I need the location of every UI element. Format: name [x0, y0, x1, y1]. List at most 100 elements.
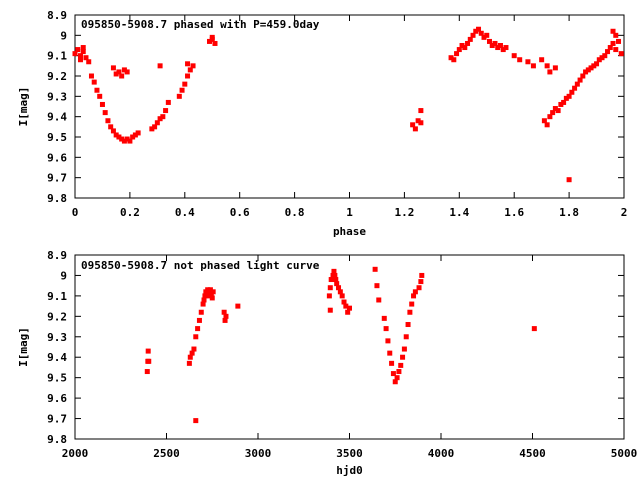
phased-data-point [544, 63, 550, 69]
phased-data-point [410, 122, 416, 128]
unphased-data-point [146, 358, 152, 364]
phased-data-point [489, 43, 495, 48]
phased-data-point [182, 81, 188, 87]
unphased-y-tick-label: 9.2 [47, 310, 67, 323]
phased-data-point [75, 47, 81, 53]
unphased-data-point [235, 303, 241, 309]
unphased-x-ticks: 2000 2500 3000 3500 4000 4500 5000 [62, 255, 637, 460]
unphased-y-tick-label: 9.6 [47, 392, 67, 405]
phased-data-point [113, 132, 119, 138]
unphased-data-point [412, 289, 418, 295]
phased-data-point [497, 43, 503, 48]
phased-data-point [415, 118, 421, 124]
unphased-data-point [209, 295, 215, 301]
unphased-data-point [187, 354, 193, 360]
unphased-y-tick-label: 9.4 [47, 351, 67, 364]
unphased-data-point [339, 293, 345, 299]
phased-data-point [108, 124, 114, 130]
phased-y-tick-label: 9.6 [47, 151, 67, 164]
phased-data-point [465, 40, 471, 46]
unphased-data-point [345, 309, 351, 315]
phased-data-point [585, 67, 591, 73]
phased-data-point [77, 57, 83, 63]
unphased-data-point [347, 305, 352, 311]
phased-data-point [610, 28, 616, 34]
phased-data-point [121, 138, 127, 144]
unphased-x-tick-label: 2500 [153, 447, 180, 460]
phased-data-point [121, 67, 127, 73]
phased-data-point [462, 45, 468, 51]
unphased-data-point [144, 369, 150, 375]
unphased-data-point [326, 293, 332, 299]
unphased-data-point [221, 309, 227, 315]
phased-data-points [72, 26, 624, 183]
unphased-y-tick-label: 9 [60, 269, 67, 282]
phased-data-point [470, 32, 476, 38]
phased-panel: 8.999.19.29.39.49.59.69.79.8 0 0.2 0.4 0.6 0… [17, 9, 627, 238]
phased-data-point [149, 126, 155, 132]
phased-data-point [486, 38, 492, 44]
phased-y-tick-label: 9.4 [47, 111, 67, 124]
unphased-data-point [385, 338, 391, 344]
unphased-data-point [343, 303, 349, 309]
phased-x-tick-label: 1.8 [559, 206, 579, 219]
unphased-data-point [223, 313, 229, 319]
phased-data-point [83, 55, 89, 61]
phased-data-point [176, 93, 182, 99]
unphased-data-point [372, 266, 378, 272]
phased-data-point [412, 126, 418, 132]
phased-data-point [547, 69, 553, 75]
phased-data-point [157, 63, 163, 69]
phased-data-point [454, 51, 460, 57]
phased-x-tick-label: 2 [621, 206, 628, 219]
phased-data-point [163, 108, 169, 114]
phased-data-point [500, 47, 506, 53]
phased-data-point [580, 73, 586, 79]
phased-data-point [613, 32, 619, 38]
phased-data-point [577, 77, 583, 83]
unphased-data-point [341, 299, 347, 305]
unphased-data-point [332, 272, 338, 278]
phased-data-point [566, 177, 572, 183]
unphased-data-point [398, 362, 404, 368]
phased-data-point [157, 116, 163, 122]
phased-data-point [525, 59, 531, 65]
unphased-chart-title: 095850-5908.7 not phased light curve [81, 259, 320, 272]
phased-data-point [459, 43, 465, 48]
unphased-y-tick-label: 9.5 [47, 372, 67, 385]
phased-data-point [160, 114, 166, 120]
phased-data-point [558, 101, 564, 107]
unphased-data-point [531, 326, 537, 332]
unphased-data-point [407, 309, 413, 315]
unphased-data-point [389, 360, 395, 366]
unphased-data-point [331, 268, 337, 274]
phased-data-point [473, 28, 479, 34]
unphased-data-point [396, 369, 402, 375]
phased-y-tick-label: 9.7 [47, 172, 67, 185]
phased-data-point [481, 34, 487, 40]
phased-data-point [94, 87, 100, 93]
phased-data-point [132, 132, 138, 138]
phased-data-point [77, 53, 83, 59]
phased-data-point [91, 79, 97, 85]
phased-x-tick-label: 1.2 [394, 206, 414, 219]
phased-data-point [541, 118, 547, 124]
unphased-data-point [222, 317, 228, 323]
phased-data-point [119, 136, 125, 142]
unphased-data-point [409, 301, 415, 307]
unphased-y-axis-label: I[mag] [17, 327, 30, 367]
unphased-data-point [405, 322, 411, 328]
phased-data-point [124, 136, 130, 142]
phased-data-point [97, 93, 103, 99]
phased-data-point [185, 61, 191, 67]
unphased-x-tick-label: 3000 [245, 447, 272, 460]
unphased-data-point [327, 307, 333, 313]
unphased-data-point [337, 289, 343, 295]
unphased-data-point [387, 350, 393, 356]
unphased-data-point [327, 285, 333, 291]
phased-data-point [110, 128, 116, 134]
phased-data-point [566, 93, 572, 99]
phased-data-point [105, 118, 111, 124]
phased-data-point [165, 99, 171, 105]
